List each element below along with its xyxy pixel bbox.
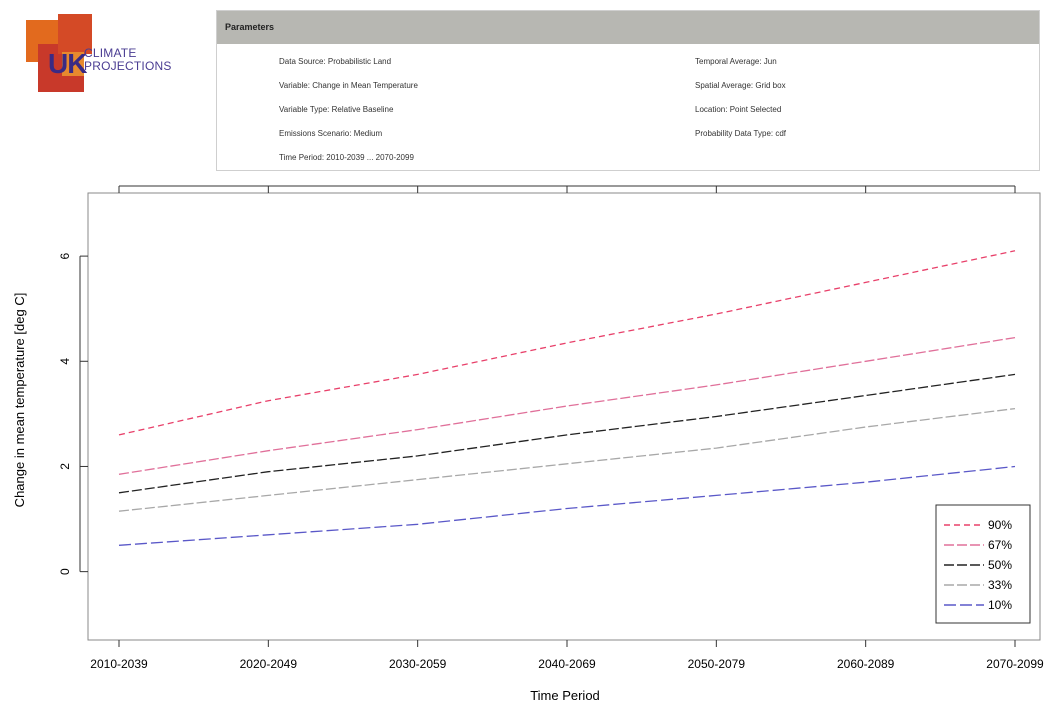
- param-spatial-average: Spatial Average: Grid box: [695, 81, 786, 90]
- legend-label: 50%: [988, 558, 1012, 572]
- y-tick-label: 4: [58, 358, 72, 365]
- param-data-source: Data Source: Probabilistic Land: [279, 57, 392, 66]
- y-tick-label: 6: [58, 252, 72, 259]
- chart-series: [118, 250, 1016, 546]
- legend-label: 10%: [988, 598, 1012, 612]
- x-tick-label: 2030-2059: [389, 657, 447, 671]
- uk-climate-projections-logo: UK CLIMATE PROJECTIONS: [22, 14, 192, 98]
- legend-label: 90%: [988, 518, 1012, 532]
- y-tick-label: 2: [58, 463, 72, 470]
- param-temporal-average: Temporal Average: Jun: [695, 57, 777, 66]
- x-tick-label: 2010-2039: [90, 657, 148, 671]
- x-tick-label: 2060-2089: [837, 657, 895, 671]
- x-axis-title: Time Period: [530, 688, 600, 703]
- plot-frame: [87, 192, 1041, 641]
- logo-line-1: CLIMATE: [84, 46, 137, 60]
- y-tick-label: 0: [58, 568, 72, 575]
- chart-axes: 2010-2039 2020-2049 2030-2059 2040-2069 2050…: [58, 185, 1044, 671]
- x-tick-label: 2050-2079: [688, 657, 746, 671]
- series-line-50pct: [118, 373, 1016, 494]
- x-tick-label: 2020-2049: [240, 657, 298, 671]
- param-time-period: Time Period: 2010-2039 ... 2070-2099: [279, 153, 414, 162]
- param-variable: Variable: Change in Mean Temperature: [279, 81, 418, 90]
- y-axis-title: Change in mean temperature [deg C]: [12, 293, 27, 508]
- legend-box: [935, 504, 1031, 624]
- logo-line-2: PROJECTIONS: [84, 59, 172, 73]
- logo-brand: UK: [48, 48, 87, 79]
- parameters-panel: Parameters Data Source: Probabilistic La…: [216, 10, 1040, 171]
- series-line-67pct: [118, 336, 1016, 475]
- parameters-title: Parameters: [217, 11, 1039, 44]
- series-line-10pct: [118, 465, 1016, 546]
- chart-legend: 90% 67% 50% 33% 10%: [935, 504, 1031, 624]
- param-emissions-scenario: Emissions Scenario: Medium: [279, 129, 383, 138]
- x-tick-label: 2040-2069: [538, 657, 596, 671]
- param-variable-type: Variable Type: Relative Baseline: [279, 105, 394, 114]
- param-location: Location: Point Selected: [695, 105, 782, 114]
- legend-label: 33%: [988, 578, 1012, 592]
- series-line-90pct: [118, 250, 1016, 436]
- x-tick-label: 2070-2099: [986, 657, 1044, 671]
- series-line-33pct: [118, 407, 1016, 512]
- legend-label: 67%: [988, 538, 1012, 552]
- param-probability-type: Probability Data Type: cdf: [695, 129, 787, 138]
